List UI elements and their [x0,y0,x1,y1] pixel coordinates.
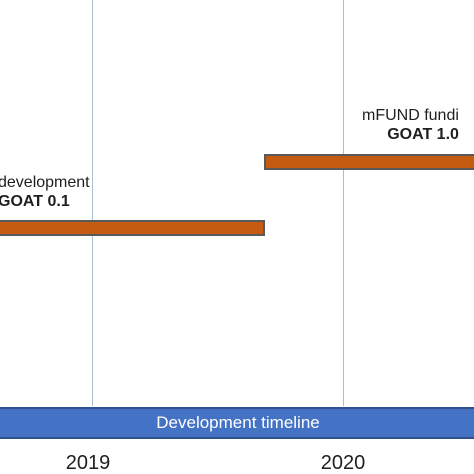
phase-2-description: mFUND fundi [362,107,459,124]
phase-1-version: GOAT 0.1 [0,193,70,210]
phase-2-bar [264,154,474,170]
phase-2-label: mFUND fundi GOAT 1.0 [362,106,459,144]
year-gridline-2020 [343,0,344,406]
development-timeline-band: Development timeline [0,407,474,439]
year-label-2020: 2020 [320,452,366,474]
phase-1-label: development GOAT 0.1 [0,173,90,211]
phase-1-bar [0,220,265,236]
year-label-2019: 2019 [65,452,111,474]
timeline-band-label: Development timeline [156,413,320,432]
year-gridline-2019 [92,0,93,406]
phase-1-description: development [0,174,90,191]
phase-2-version: GOAT 1.0 [387,126,459,143]
